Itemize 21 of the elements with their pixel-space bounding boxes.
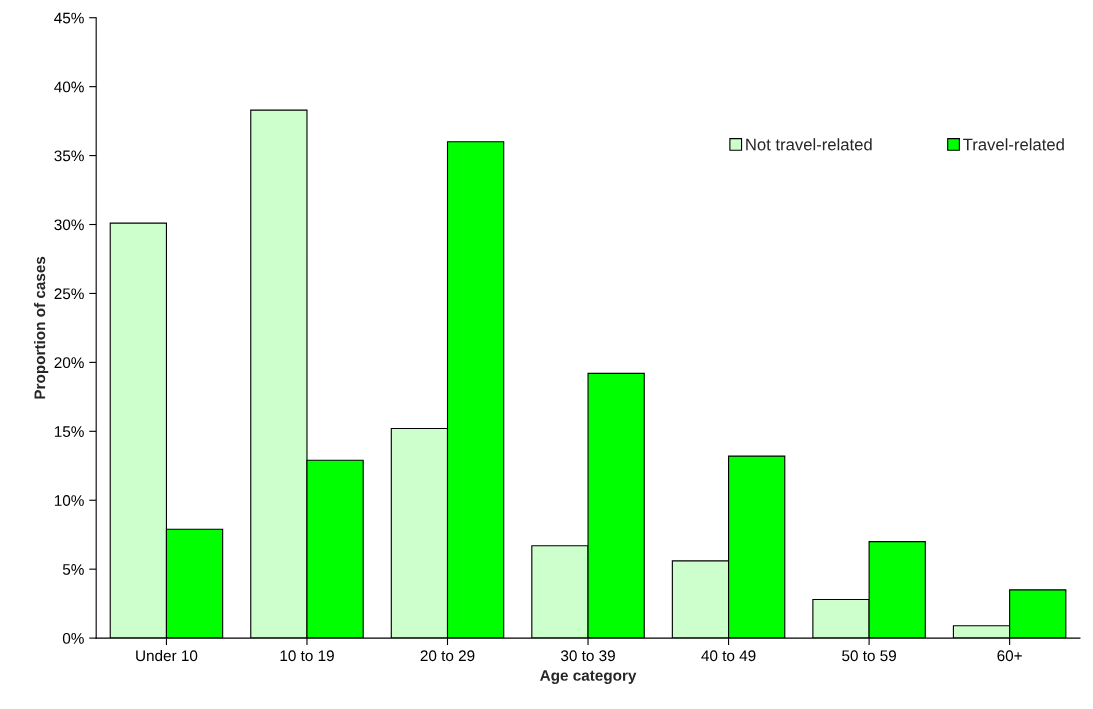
x-tick-label: Under 10 xyxy=(136,649,198,662)
y-tick-label: 5% xyxy=(62,564,84,575)
y-tick-label: 45% xyxy=(54,12,84,24)
x-tick-label: 50 to 59 xyxy=(842,650,896,662)
x-tick-label: 20 to 29 xyxy=(420,650,475,662)
x-tick-label: 30 to 39 xyxy=(561,650,615,662)
y-tick-label: 30% xyxy=(54,219,84,231)
y-axis-title: Proportion of cases xyxy=(34,256,49,399)
x-tick-label: 10 to 19 xyxy=(280,650,334,662)
y-tick-label: 0% xyxy=(62,632,84,644)
x-tick-label: 40 to 49 xyxy=(701,650,756,662)
y-tick-label: 35% xyxy=(54,150,84,162)
x-tick-label: 60+ xyxy=(997,650,1022,662)
y-tick-label: 25% xyxy=(54,288,84,300)
y-tick-label: 20% xyxy=(54,357,84,369)
y-tick-label: 40% xyxy=(54,81,84,93)
legend-label: Not travel-related xyxy=(746,138,872,151)
y-tick-label: 10% xyxy=(54,495,84,506)
y-tick-label: 15% xyxy=(54,426,84,437)
legend-label: Travel-related xyxy=(963,138,1064,151)
x-axis-title: Age category xyxy=(540,670,637,684)
